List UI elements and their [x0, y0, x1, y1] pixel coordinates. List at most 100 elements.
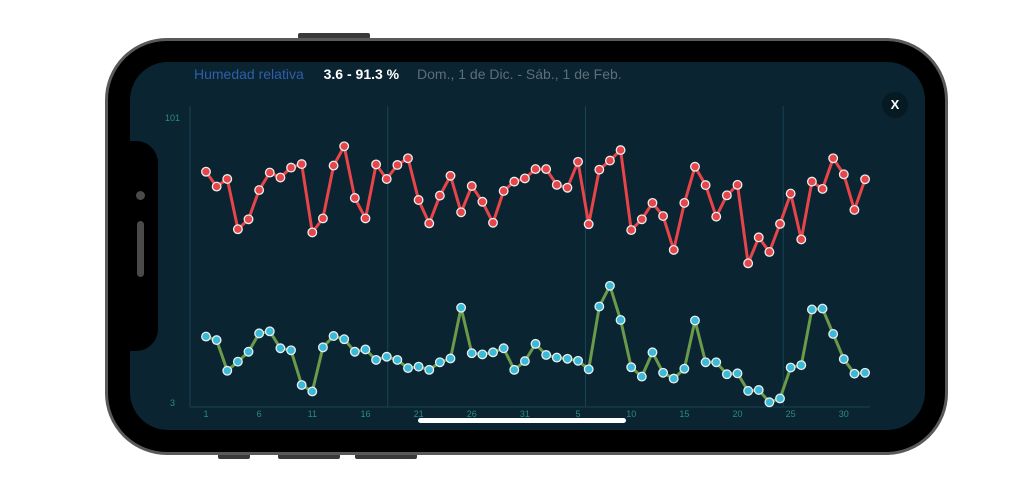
data-point-max — [530, 164, 541, 175]
data-point-min — [775, 393, 785, 404]
data-point-max — [264, 167, 275, 178]
volume-button — [278, 453, 340, 459]
x-tick-label: 25 — [786, 409, 796, 419]
data-point-max — [711, 211, 722, 222]
data-point-min — [785, 362, 796, 373]
data-point-min — [296, 380, 307, 390]
date-range: Dom., 1 de Dic. - Sáb., 1 de Feb. — [417, 66, 622, 82]
camera-icon — [136, 191, 145, 200]
data-point-min — [828, 329, 839, 339]
data-point-min — [668, 373, 679, 384]
y-tick-max: 101 — [165, 113, 181, 123]
data-point-min — [806, 304, 817, 315]
data-point-min — [849, 368, 860, 379]
data-point-max — [349, 193, 360, 203]
x-tick-label: 20 — [732, 409, 742, 419]
x-tick-label: 21 — [414, 409, 424, 419]
value-range: 3.6 - 91.3 % — [323, 66, 400, 82]
data-point-max — [732, 179, 743, 190]
data-point-min — [583, 364, 594, 375]
data-point-min — [317, 342, 328, 353]
data-point-min — [636, 371, 647, 382]
data-point-min — [349, 346, 360, 357]
data-point-min — [488, 347, 498, 358]
data-point-max — [424, 218, 435, 229]
data-point-min — [626, 362, 637, 373]
data-point-max — [222, 174, 233, 184]
data-point-max — [477, 196, 488, 207]
data-point-max — [232, 224, 243, 235]
data-point-min — [573, 355, 584, 366]
data-point-max — [796, 234, 807, 245]
data-point-min — [860, 367, 871, 378]
data-point-max — [541, 164, 552, 175]
data-point-max — [785, 188, 796, 199]
data-point-max — [700, 180, 711, 191]
data-point-min — [530, 338, 541, 349]
data-point-max — [615, 145, 626, 156]
data-point-min — [328, 331, 339, 341]
x-tick-label: 15 — [679, 409, 689, 419]
data-point-min — [711, 357, 722, 368]
data-point-min — [509, 364, 520, 375]
data-point-max — [849, 204, 860, 215]
data-point-max — [679, 197, 690, 208]
data-point-max — [201, 166, 211, 177]
data-point-max — [806, 176, 817, 187]
data-point-max — [828, 153, 839, 164]
volume-button — [218, 453, 250, 459]
data-point-max — [456, 207, 467, 218]
data-point-min — [211, 335, 222, 346]
data-point-min — [753, 385, 764, 395]
data-point-max — [360, 213, 371, 224]
data-point-min — [275, 343, 286, 354]
data-point-min — [254, 328, 265, 339]
data-point-max — [764, 247, 775, 257]
data-point-min — [477, 349, 488, 360]
data-point-max — [275, 172, 286, 183]
data-point-min — [764, 397, 775, 408]
home-indicator[interactable] — [418, 418, 626, 423]
data-point-max — [371, 159, 382, 170]
x-tick-label: 11 — [308, 409, 317, 419]
data-point-max — [509, 176, 520, 187]
data-point-min — [392, 354, 403, 365]
data-point-min — [243, 346, 254, 357]
data-point-max — [817, 183, 828, 194]
data-point-max — [860, 174, 871, 185]
data-point-max — [626, 225, 637, 236]
data-point-min — [732, 368, 743, 379]
data-point-min — [381, 351, 392, 362]
metric-title[interactable]: Humedad relativa — [194, 66, 304, 82]
x-tick-label: 10 — [626, 409, 636, 419]
x-tick-label: 26 — [467, 409, 477, 419]
data-point-max — [721, 190, 732, 201]
data-point-min — [679, 363, 690, 374]
data-point-max — [519, 173, 530, 184]
data-point-max — [466, 181, 477, 191]
chart-header: Humedad relativa 3.6 - 91.3 % Dom., 1 de… — [194, 66, 622, 82]
x-tick-label: 16 — [360, 409, 370, 419]
data-point-max — [636, 214, 647, 225]
data-point-min — [615, 315, 626, 325]
close-button[interactable]: X — [882, 92, 908, 118]
x-tick-label: 5 — [576, 409, 581, 419]
data-point-min — [371, 354, 382, 365]
data-point-max — [296, 159, 307, 170]
data-point-min — [456, 302, 467, 313]
data-point-min — [360, 344, 371, 355]
volume-button — [355, 453, 417, 459]
data-point-min — [201, 331, 211, 342]
data-point-max — [668, 244, 679, 255]
x-tick-label: 6 — [257, 409, 262, 419]
data-point-min — [690, 315, 700, 326]
data-point-max — [838, 169, 849, 180]
data-point-min — [541, 350, 552, 360]
data-point-min — [838, 354, 849, 365]
data-point-max — [403, 153, 413, 164]
data-point-min — [403, 363, 413, 374]
data-point-min — [721, 369, 732, 380]
data-point-min — [562, 353, 573, 364]
data-point-min — [339, 334, 350, 345]
